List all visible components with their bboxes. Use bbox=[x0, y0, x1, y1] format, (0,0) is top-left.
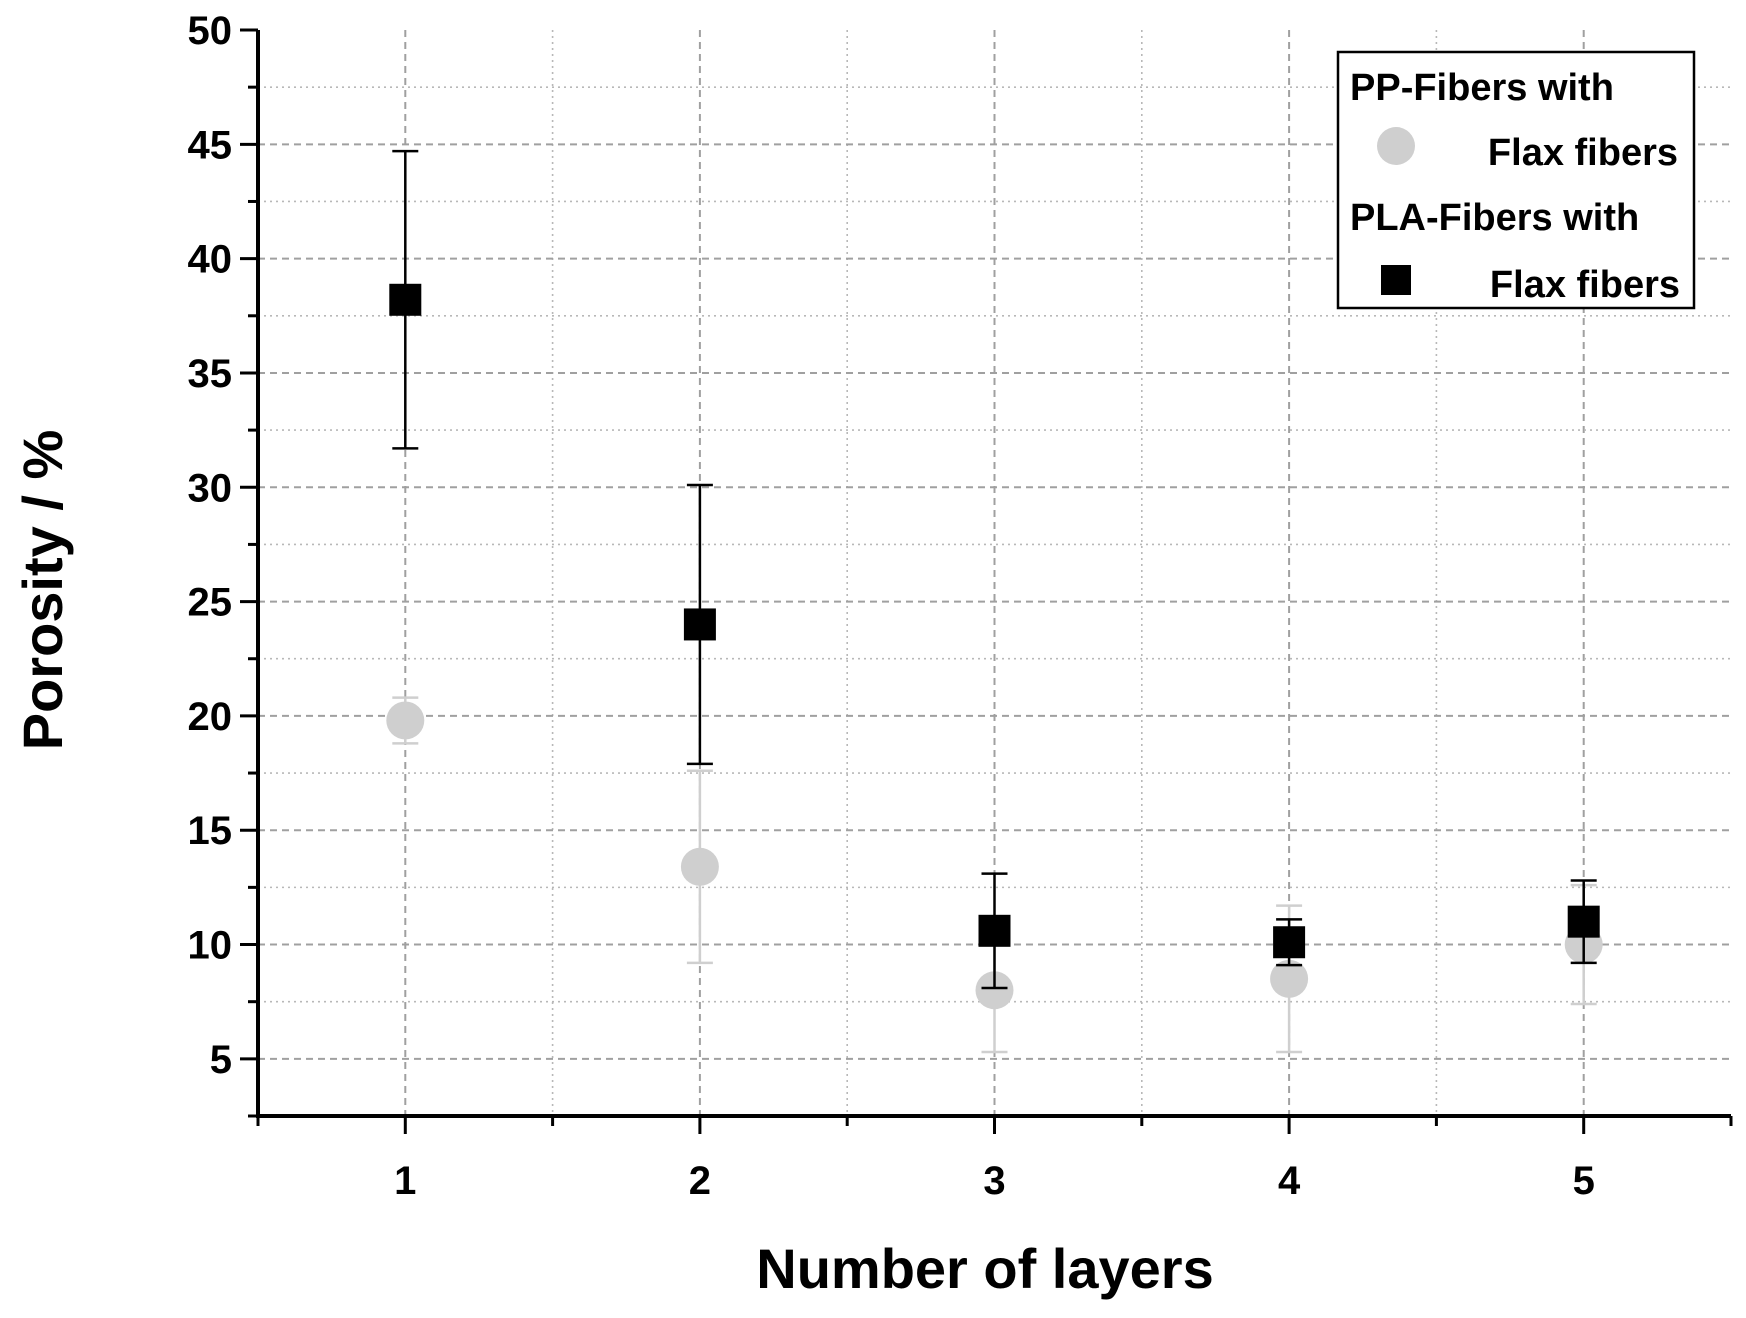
legend: PP-Fibers with Flax fibers PLA-Fibers wi… bbox=[1336, 50, 1696, 310]
point-square-2 bbox=[683, 608, 716, 641]
point-circle-3 bbox=[975, 971, 1014, 1010]
x-tick-label-3: 3 bbox=[983, 1159, 1005, 1203]
x-tick-label-2: 2 bbox=[689, 1159, 711, 1203]
data-series bbox=[386, 149, 1603, 1054]
legend-square-marker bbox=[1381, 265, 1411, 295]
point-square-4 bbox=[1273, 926, 1306, 959]
legend-heading-2: PLA-Fibers with bbox=[1350, 197, 1639, 239]
point-square-5 bbox=[1567, 905, 1600, 938]
y-tick-label-6: 30 bbox=[188, 466, 233, 510]
y-tick-label-1: 5 bbox=[210, 1038, 232, 1082]
x-axis-title: Number of layers bbox=[756, 1237, 1214, 1300]
y-tick-label-5: 25 bbox=[188, 581, 233, 625]
point-circle-4 bbox=[1270, 959, 1309, 998]
y-axis-title: Porosity / % bbox=[11, 430, 74, 751]
y-tick-label-10: 50 bbox=[188, 9, 233, 53]
y-tick-label-4: 20 bbox=[188, 695, 233, 739]
x-tick-label-1: 1 bbox=[394, 1159, 416, 1203]
y-tick-label-8: 40 bbox=[188, 238, 233, 282]
x-tick-label-5: 5 bbox=[1573, 1159, 1595, 1203]
series-2 bbox=[389, 149, 1600, 990]
legend-heading-1: PP-Fibers with bbox=[1350, 67, 1614, 109]
y-tick-label-7: 35 bbox=[188, 352, 233, 396]
y-tick-label-3: 15 bbox=[188, 809, 233, 853]
point-circle-1 bbox=[386, 701, 425, 740]
point-square-3 bbox=[978, 914, 1011, 947]
legend-entry-1: Flax fibers bbox=[1488, 132, 1678, 174]
x-tick-label-4: 4 bbox=[1278, 1159, 1301, 1203]
y-tick-label-9: 45 bbox=[188, 123, 233, 167]
point-circle-2 bbox=[680, 847, 719, 886]
point-square-1 bbox=[389, 283, 422, 316]
legend-entry-2: Flax fibers bbox=[1490, 264, 1680, 306]
y-tick-label-2: 10 bbox=[188, 924, 233, 968]
legend-circle-marker bbox=[1377, 127, 1415, 165]
